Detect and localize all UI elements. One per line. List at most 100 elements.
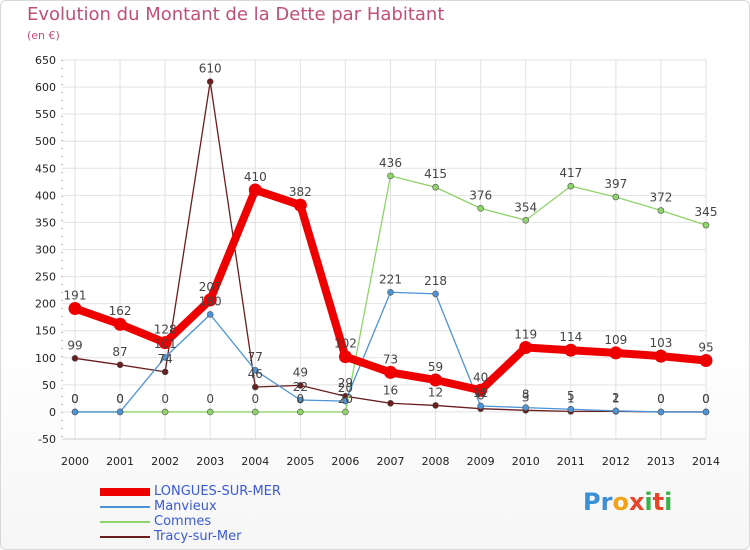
- data-label: 49: [293, 365, 308, 379]
- data-label: 0: [116, 392, 124, 406]
- logo-letter: r: [600, 488, 613, 516]
- data-point: [342, 397, 349, 405]
- data-label: 101: [154, 337, 177, 351]
- data-point: [297, 396, 304, 404]
- data-label: 0: [702, 392, 710, 406]
- data-label: 436: [379, 156, 402, 170]
- data-point: [161, 368, 169, 376]
- data-point: [477, 402, 484, 410]
- data-point: [429, 373, 443, 387]
- legend-label: Commes: [154, 514, 212, 529]
- legend-swatch: [100, 487, 150, 496]
- data-point: [564, 343, 578, 357]
- data-label: 22: [293, 380, 308, 394]
- chart-unit: (en €): [27, 29, 60, 42]
- data-point: [206, 311, 214, 318]
- y-tick-label: 100: [35, 352, 56, 365]
- data-label: 46: [248, 367, 263, 381]
- legend-swatch: [100, 520, 150, 523]
- x-tick-label: 2012: [602, 455, 630, 468]
- data-label: 59: [428, 360, 443, 374]
- data-point: [519, 340, 533, 354]
- data-label: 354: [514, 200, 537, 214]
- data-label: 1: [567, 391, 575, 405]
- x-tick-label: 2011: [557, 455, 585, 468]
- data-label: 0: [71, 392, 79, 406]
- y-tick-label: 150: [35, 325, 56, 338]
- x-tick-label: 2009: [467, 455, 495, 468]
- data-point: [387, 288, 394, 296]
- data-label: 29: [338, 376, 353, 390]
- data-point: [71, 408, 79, 416]
- data-point: [384, 365, 397, 379]
- data-label: 376: [469, 188, 492, 202]
- data-label: 610: [199, 62, 222, 76]
- x-tick-label: 2013: [647, 455, 675, 468]
- data-label: 6: [477, 389, 485, 403]
- data-point: [251, 408, 259, 416]
- data-label: 2: [612, 391, 620, 405]
- data-point: [702, 221, 710, 229]
- logo-letter: P: [583, 488, 601, 516]
- x-tick-label: 2002: [151, 455, 179, 468]
- y-tick-label: 200: [35, 298, 56, 311]
- data-label: 345: [695, 205, 718, 219]
- data-point: [432, 290, 439, 298]
- data-label: 73: [383, 352, 398, 366]
- data-point: [657, 207, 665, 214]
- data-point: [158, 336, 172, 350]
- data-point: [297, 408, 304, 416]
- logo-letter: o: [612, 488, 629, 516]
- data-label: 3: [522, 390, 530, 404]
- data-label: 218: [424, 274, 447, 288]
- logo-letter: i: [664, 488, 673, 516]
- x-tick-label: 2004: [241, 455, 269, 468]
- x-tick-label: 2001: [106, 455, 134, 468]
- legend-swatch: [100, 505, 150, 508]
- data-point: [567, 182, 575, 190]
- data-point: [113, 317, 127, 331]
- data-point: [654, 349, 668, 363]
- data-point: [161, 408, 169, 416]
- y-tick-label: 500: [35, 135, 56, 148]
- data-label: 410: [244, 170, 267, 184]
- data-point: [297, 382, 304, 389]
- data-point: [161, 353, 169, 361]
- data-label: 415: [424, 167, 447, 181]
- data-label: 0: [116, 392, 124, 406]
- data-label: 191: [64, 289, 87, 303]
- y-tick-label: 600: [35, 81, 56, 94]
- data-label: 0: [702, 392, 710, 406]
- data-label: 102: [334, 337, 357, 351]
- y-tick-label: 400: [35, 189, 56, 202]
- data-label: 221: [379, 272, 402, 286]
- y-tick-label: 350: [35, 216, 56, 229]
- data-label: 0: [71, 392, 79, 406]
- data-point: [702, 408, 710, 416]
- data-point: [432, 183, 439, 191]
- data-point: [522, 216, 530, 224]
- data-point: [293, 198, 307, 212]
- chart-legend: LONGUES-SUR-MER Manvieux Commes Tracy-sur-M…: [100, 484, 281, 544]
- y-tick-label: 550: [35, 108, 56, 121]
- data-point: [251, 383, 259, 391]
- data-point: [71, 355, 79, 362]
- data-point: [387, 399, 394, 407]
- data-label: 87: [112, 345, 127, 359]
- data-label: 180: [199, 294, 222, 308]
- data-point: [338, 350, 352, 364]
- data-label: 99: [67, 338, 82, 352]
- data-label: 20: [338, 381, 353, 395]
- data-point: [206, 78, 214, 85]
- legend-swatch: [100, 535, 150, 538]
- data-label: 12: [428, 385, 443, 399]
- data-point: [612, 193, 620, 201]
- data-label: 1: [612, 391, 620, 405]
- data-point: [203, 293, 217, 307]
- x-tick-label: 2010: [512, 455, 540, 468]
- y-tick-label: -50: [38, 433, 56, 446]
- data-point: [699, 353, 713, 367]
- proxiti-logo: Proxiti: [583, 488, 672, 516]
- data-point: [612, 407, 620, 415]
- data-label: 119: [514, 327, 537, 341]
